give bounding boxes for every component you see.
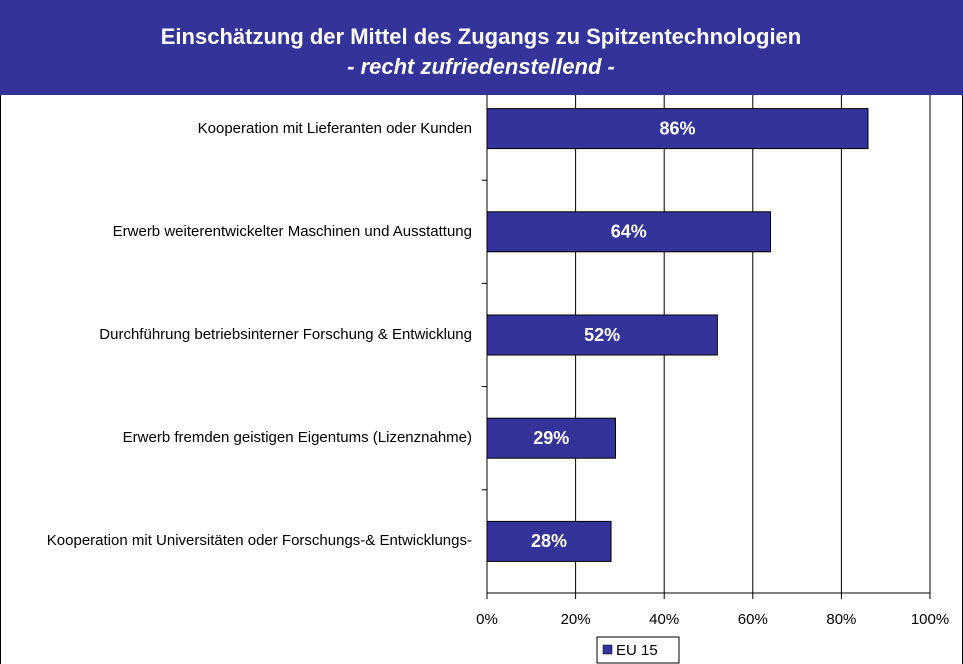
legend-swatch xyxy=(602,644,613,655)
y-tick-label: Durchführung betriebsinterner Forschung … xyxy=(99,326,472,343)
data-label: 86% xyxy=(659,118,695,138)
x-tick-label: 60% xyxy=(738,611,768,628)
chart-subtitle: - recht zufriedenstellend - xyxy=(347,54,615,79)
x-tick-label: 80% xyxy=(826,611,856,628)
bar xyxy=(486,314,718,356)
x-tick-label: 0% xyxy=(476,611,498,628)
bar xyxy=(486,211,772,253)
bar xyxy=(486,520,612,562)
y-tick-label: Kooperation mit Universitäten oder Forsc… xyxy=(46,532,472,550)
data-label: 28% xyxy=(531,531,567,551)
x-tick-label: 100% xyxy=(911,611,949,628)
y-tick-label: Kooperation mit Lieferanten oder Kunden xyxy=(197,119,472,137)
legend-label: EU 15 xyxy=(616,642,658,659)
x-tick-label: 40% xyxy=(649,611,679,628)
chart-title: Einschätzung der Mittel des Zugangs zu S… xyxy=(161,24,801,49)
data-label: 64% xyxy=(611,222,647,242)
bar xyxy=(486,417,616,459)
y-tick-label: Erwerb fremden geistigen Eigentums (Lize… xyxy=(122,429,472,447)
x-tick-label: 20% xyxy=(561,611,591,628)
data-label: 52% xyxy=(584,325,620,345)
y-tick-label: Erwerb weiterentwickelter Maschinen und … xyxy=(112,222,472,240)
data-label: 29% xyxy=(533,428,569,448)
title-banner xyxy=(0,0,963,95)
bar xyxy=(486,108,869,150)
